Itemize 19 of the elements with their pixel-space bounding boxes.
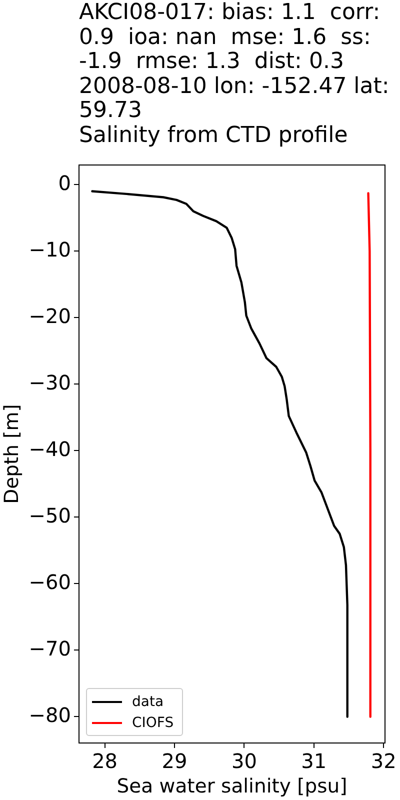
y-tick-label: −30 — [28, 370, 71, 394]
y-tick-label: −20 — [28, 304, 71, 328]
y-tick-label: −70 — [28, 636, 71, 660]
y-tick-label: −40 — [28, 436, 71, 461]
x-tick-label: 29 — [162, 749, 188, 774]
x-tick-label: 28 — [92, 749, 118, 774]
y-tick-label: −60 — [28, 570, 71, 594]
legend-label: data — [132, 694, 164, 710]
y-axis-title: Depth [m] — [0, 404, 23, 504]
y-tick-label: −10 — [28, 237, 71, 262]
y-tick-label: −50 — [28, 503, 71, 528]
x-axis-title: Sea water salinity [psu] — [116, 774, 348, 798]
y-tick-label: 0 — [58, 170, 71, 195]
legend-label: CIOFS — [132, 714, 174, 730]
x-tick-label: 31 — [301, 749, 327, 774]
chart-title: AKCI08-017: bias: 1.1 corr: 0.9 ioa: nan mse: 1.6 ss: -1.9 rmse: 1.3 dist: 0.3 2008-08-10 lon: -152.47 lat: 59.73 Salinity from CTD profile — [79, 0, 390, 149]
y-tick-label: −80 — [28, 702, 71, 727]
x-tick-label: 32 — [370, 749, 396, 774]
x-tick-label: 30 — [231, 749, 257, 774]
